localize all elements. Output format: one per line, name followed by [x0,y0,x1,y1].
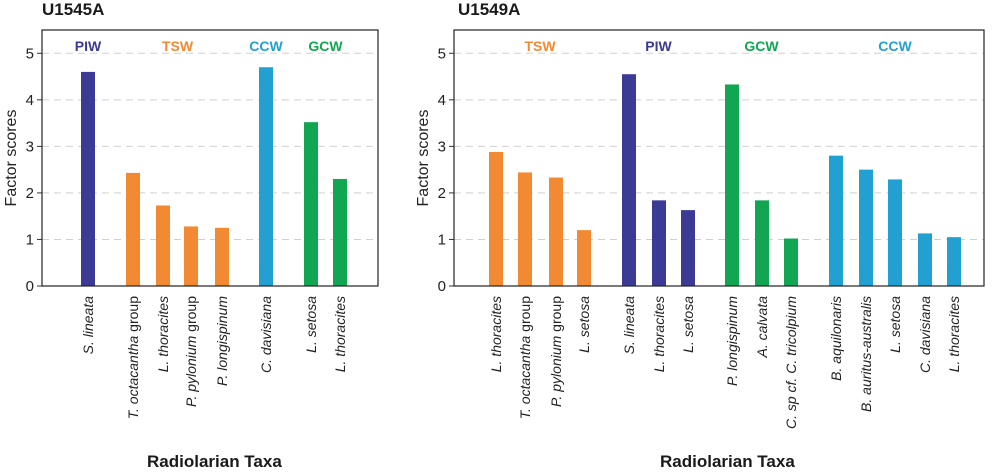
y-tick-label-0-3: 3 [26,138,34,155]
group-label-0-ccw: CCW [249,38,283,54]
plot-frame-1 [453,29,985,287]
bar-1-gcw-0 [725,84,739,286]
bar-1-tsw-3 [577,230,591,286]
bar-0-gcw-1 [333,178,347,286]
x-tick-label-0-2: L. thoracites [155,296,171,372]
y-tick-label-0-4: 4 [26,92,34,109]
bar-0-gcw-0 [304,122,318,286]
bar-1-ccw-2 [888,179,902,286]
x-tick-label-0-1: T. octacantha group [125,296,141,419]
bar-1-ccw-4 [947,237,961,286]
bar-0-tsw-3 [215,227,229,286]
x-tick-label-0-3: P. pylonium group [183,296,199,407]
chart-title-u1549a: U1549A [458,0,521,19]
bar-1-ccw-0 [829,155,843,286]
bar-1-gcw-1 [755,200,769,286]
x-tick-label-1-2: P. pylonium group [548,296,564,407]
group-label-0-piw: PIW [75,38,102,54]
bar-1-tsw-0 [489,151,503,286]
x-tick-label-0-5: C. davisiana [258,296,274,373]
x-tick-label-0-4: P. longispinum [214,296,230,386]
y-tick-label-1-0: 0 [438,278,446,295]
y-tick-label-1-3: 3 [438,138,446,155]
group-label-0-gcw: GCW [308,38,343,54]
x-tick-label-1-13: C. davisiana [917,296,933,373]
x-tick-label-1-6: L. setosa [680,296,696,353]
x-tick-label-1-11: B. auritus-australis [858,296,874,412]
y-tick-label-0-2: 2 [26,185,34,202]
bar-1-piw-1 [652,200,666,286]
x-tick-label-1-8: A. calvata [754,296,770,359]
bar-1-ccw-3 [918,233,932,286]
group-label-1-piw: PIW [645,38,672,54]
y-tick-label-1-5: 5 [438,45,446,62]
y-tick-label-0-0: 0 [26,278,34,295]
bar-1-tsw-2 [549,177,563,286]
y-tick-label-1-2: 2 [438,185,446,202]
y-tick-label-0-1: 1 [26,231,34,248]
group-label-0-tsw: TSW [162,38,194,54]
bar-1-piw-2 [681,210,695,286]
x-tick-label-1-1: T. octacantha group [517,296,533,419]
y-tick-label-1-1: 1 [438,231,446,248]
bar-1-ccw-1 [859,169,873,286]
bar-0-tsw-0 [126,172,140,286]
x-tick-label-0-7: L. thoracites [332,296,348,372]
bar-1-piw-0 [622,74,636,286]
x-axis-label-u1549a: Radiolarian Taxa [660,452,795,471]
plot-frame-0 [41,29,379,287]
group-label-1-tsw: TSW [524,38,556,54]
x-axis-label-u1545a: Radiolarian Taxa [147,452,282,471]
x-tick-label-1-9: C. sp cf. C. tricolpium [783,296,799,429]
x-tick-label-1-0: L. thoracites [488,296,504,372]
bar-0-tsw-2 [184,226,198,286]
x-tick-label-1-14: L. thoracites [946,296,962,372]
group-label-1-ccw: CCW [878,38,912,54]
bar-0-piw-0 [81,71,95,287]
x-tick-label-1-12: L. setosa [887,296,903,353]
x-tick-label-1-7: P. longispinum [724,296,740,386]
chart-title-u1545a: U1545A [42,0,105,19]
x-tick-label-1-5: L. thoracites [651,296,667,372]
x-tick-label-0-0: S. lineata [80,296,96,355]
y-axis-label-1: Factor scores [415,110,432,207]
y-axis-label-0: Factor scores [3,110,20,207]
group-label-1-gcw: GCW [744,38,779,54]
x-tick-label-0-6: L. setosa [303,296,319,353]
bar-0-ccw-0 [259,67,273,287]
bar-1-tsw-1 [518,172,532,286]
x-tick-label-1-3: L. setosa [576,296,592,353]
x-tick-label-1-10: B. aquilonaris [828,296,844,381]
bar-1-gcw-2 [784,238,798,286]
y-tick-label-0-5: 5 [26,45,34,62]
y-tick-label-1-4: 4 [438,92,446,109]
bar-0-tsw-1 [156,205,170,286]
x-tick-label-1-4: S. lineata [621,296,637,355]
